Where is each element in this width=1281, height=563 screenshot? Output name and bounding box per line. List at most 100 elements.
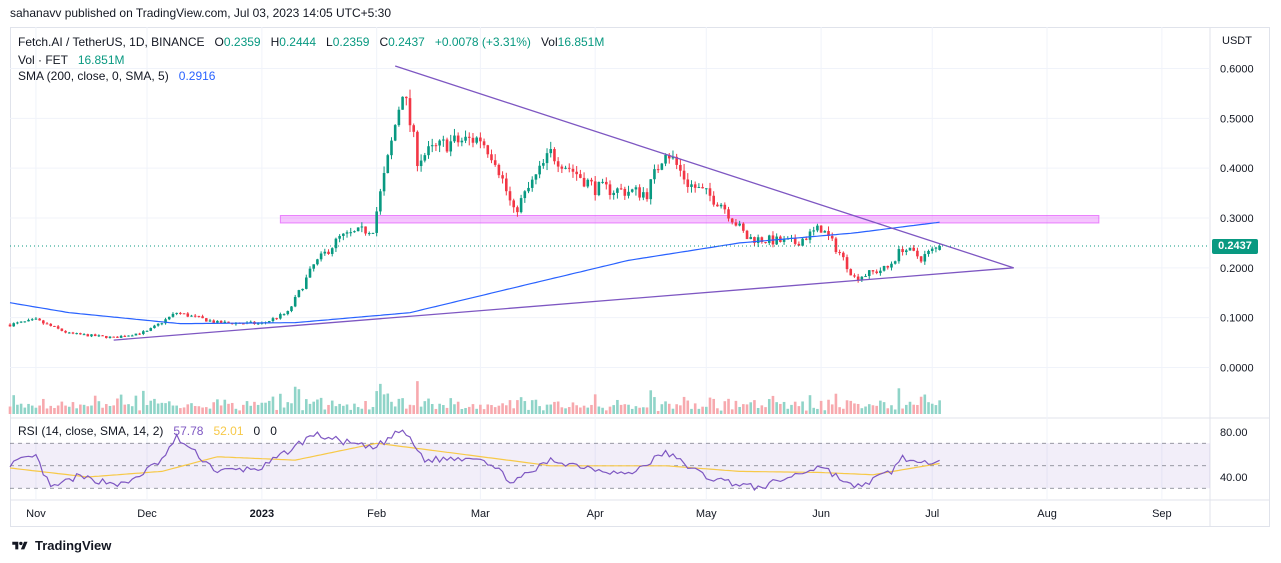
candle-body xyxy=(690,184,693,187)
candle-body xyxy=(242,323,245,325)
volume-bar xyxy=(71,402,75,414)
volume-bar xyxy=(267,400,271,414)
volume-legend: Vol · FET 16.851M xyxy=(18,53,125,67)
candle-body xyxy=(575,171,578,175)
volume-bar xyxy=(938,400,941,414)
rsi-value: 57.78 xyxy=(173,424,204,438)
volume-bar xyxy=(919,396,923,414)
volume-bar xyxy=(897,388,901,414)
volume-bar xyxy=(912,404,915,414)
trendline-lower xyxy=(113,267,1014,341)
rsi-label[interactable]: RSI (14, close, SMA, 14, 2) xyxy=(18,424,164,438)
volume-bar xyxy=(712,398,715,414)
volume-bar xyxy=(345,404,349,414)
candle-body xyxy=(423,155,427,161)
candle-body xyxy=(553,149,556,162)
candle-body xyxy=(675,156,678,165)
volume-bar xyxy=(549,404,553,414)
volume-bar xyxy=(764,407,767,414)
candle-body xyxy=(97,335,101,337)
candle-body xyxy=(597,181,601,196)
volume-bar xyxy=(160,402,164,414)
volume-bar xyxy=(464,408,467,414)
candle-body xyxy=(930,248,934,251)
candle-body xyxy=(405,96,408,99)
candle-body xyxy=(75,333,78,335)
volume-bar xyxy=(82,404,86,414)
candle-body xyxy=(456,135,460,143)
volume-bar xyxy=(138,410,141,414)
candle-body xyxy=(367,233,371,235)
candle-body xyxy=(805,238,808,240)
volume-bar xyxy=(534,399,538,414)
volume-bar xyxy=(230,402,234,414)
volume-bar xyxy=(319,397,323,414)
price-tick-label: 0.5000 xyxy=(1220,113,1254,125)
volume-bar xyxy=(297,389,301,414)
candle-body xyxy=(330,248,334,254)
candle-body xyxy=(545,153,549,164)
volume-bar xyxy=(64,405,67,414)
volume-bar xyxy=(301,410,304,414)
volume-bar xyxy=(42,398,45,414)
last-price-tag: 0.2437 xyxy=(1212,239,1258,254)
time-tick-label: 2023 xyxy=(250,508,274,520)
sma-label[interactable]: SMA (200, close, 0, SMA, 5) xyxy=(18,69,169,83)
candle-body xyxy=(79,333,82,335)
candle-body xyxy=(671,156,675,159)
volume-bar xyxy=(671,408,675,414)
volume-bar xyxy=(467,406,471,414)
candle-body xyxy=(353,231,356,233)
volume-series-label[interactable]: Vol · FET xyxy=(18,53,68,67)
volume-bar xyxy=(597,406,601,414)
candle-body xyxy=(738,223,741,226)
candle-body xyxy=(656,169,660,171)
volume-bar xyxy=(867,404,871,414)
candle-body xyxy=(386,155,390,174)
price-tick-label: 0.2000 xyxy=(1220,263,1254,275)
candle-body xyxy=(938,246,941,250)
volume-bar xyxy=(653,397,656,414)
volume-bar xyxy=(849,400,853,414)
candle-body xyxy=(275,318,278,320)
volume-bar xyxy=(171,405,175,414)
volume-bar xyxy=(219,405,223,414)
volume-bar xyxy=(716,408,719,414)
candle-body xyxy=(912,247,915,251)
candle-body xyxy=(756,237,760,243)
volume-bar xyxy=(579,407,582,414)
symbol-label[interactable]: Fetch.AI / TetherUS, 1D, BINANCE xyxy=(18,35,205,49)
volume-bar xyxy=(212,402,215,414)
volume-bar xyxy=(471,404,475,414)
volume-bar xyxy=(334,406,338,414)
volume-bar xyxy=(667,403,671,414)
candle-body xyxy=(153,325,156,329)
volume-bar xyxy=(527,409,530,414)
vol-label: Vol xyxy=(540,35,558,49)
volume-bar xyxy=(823,410,827,414)
candle-body xyxy=(608,184,612,196)
candle-body xyxy=(653,169,656,180)
candle-body xyxy=(749,237,753,240)
volume-bar xyxy=(634,406,638,414)
volume-bar xyxy=(379,383,382,414)
volume-bar xyxy=(475,408,478,414)
candle-body xyxy=(645,192,649,200)
candle-body xyxy=(619,188,623,190)
candle-body xyxy=(438,140,441,146)
candle-body xyxy=(693,184,697,188)
volume-bar xyxy=(208,408,212,414)
volume-bar xyxy=(430,404,434,414)
footer-brand[interactable]: TradingView xyxy=(10,538,111,553)
candle-body xyxy=(856,276,860,281)
candle-body xyxy=(764,242,767,244)
volume-bar xyxy=(330,400,334,414)
candle-body xyxy=(445,139,449,152)
candle-body xyxy=(601,181,604,183)
volume-bar xyxy=(190,403,193,414)
candle-body xyxy=(267,321,271,323)
volume-bar xyxy=(493,407,497,414)
volume-bar xyxy=(27,403,30,414)
candle-body xyxy=(890,263,893,268)
